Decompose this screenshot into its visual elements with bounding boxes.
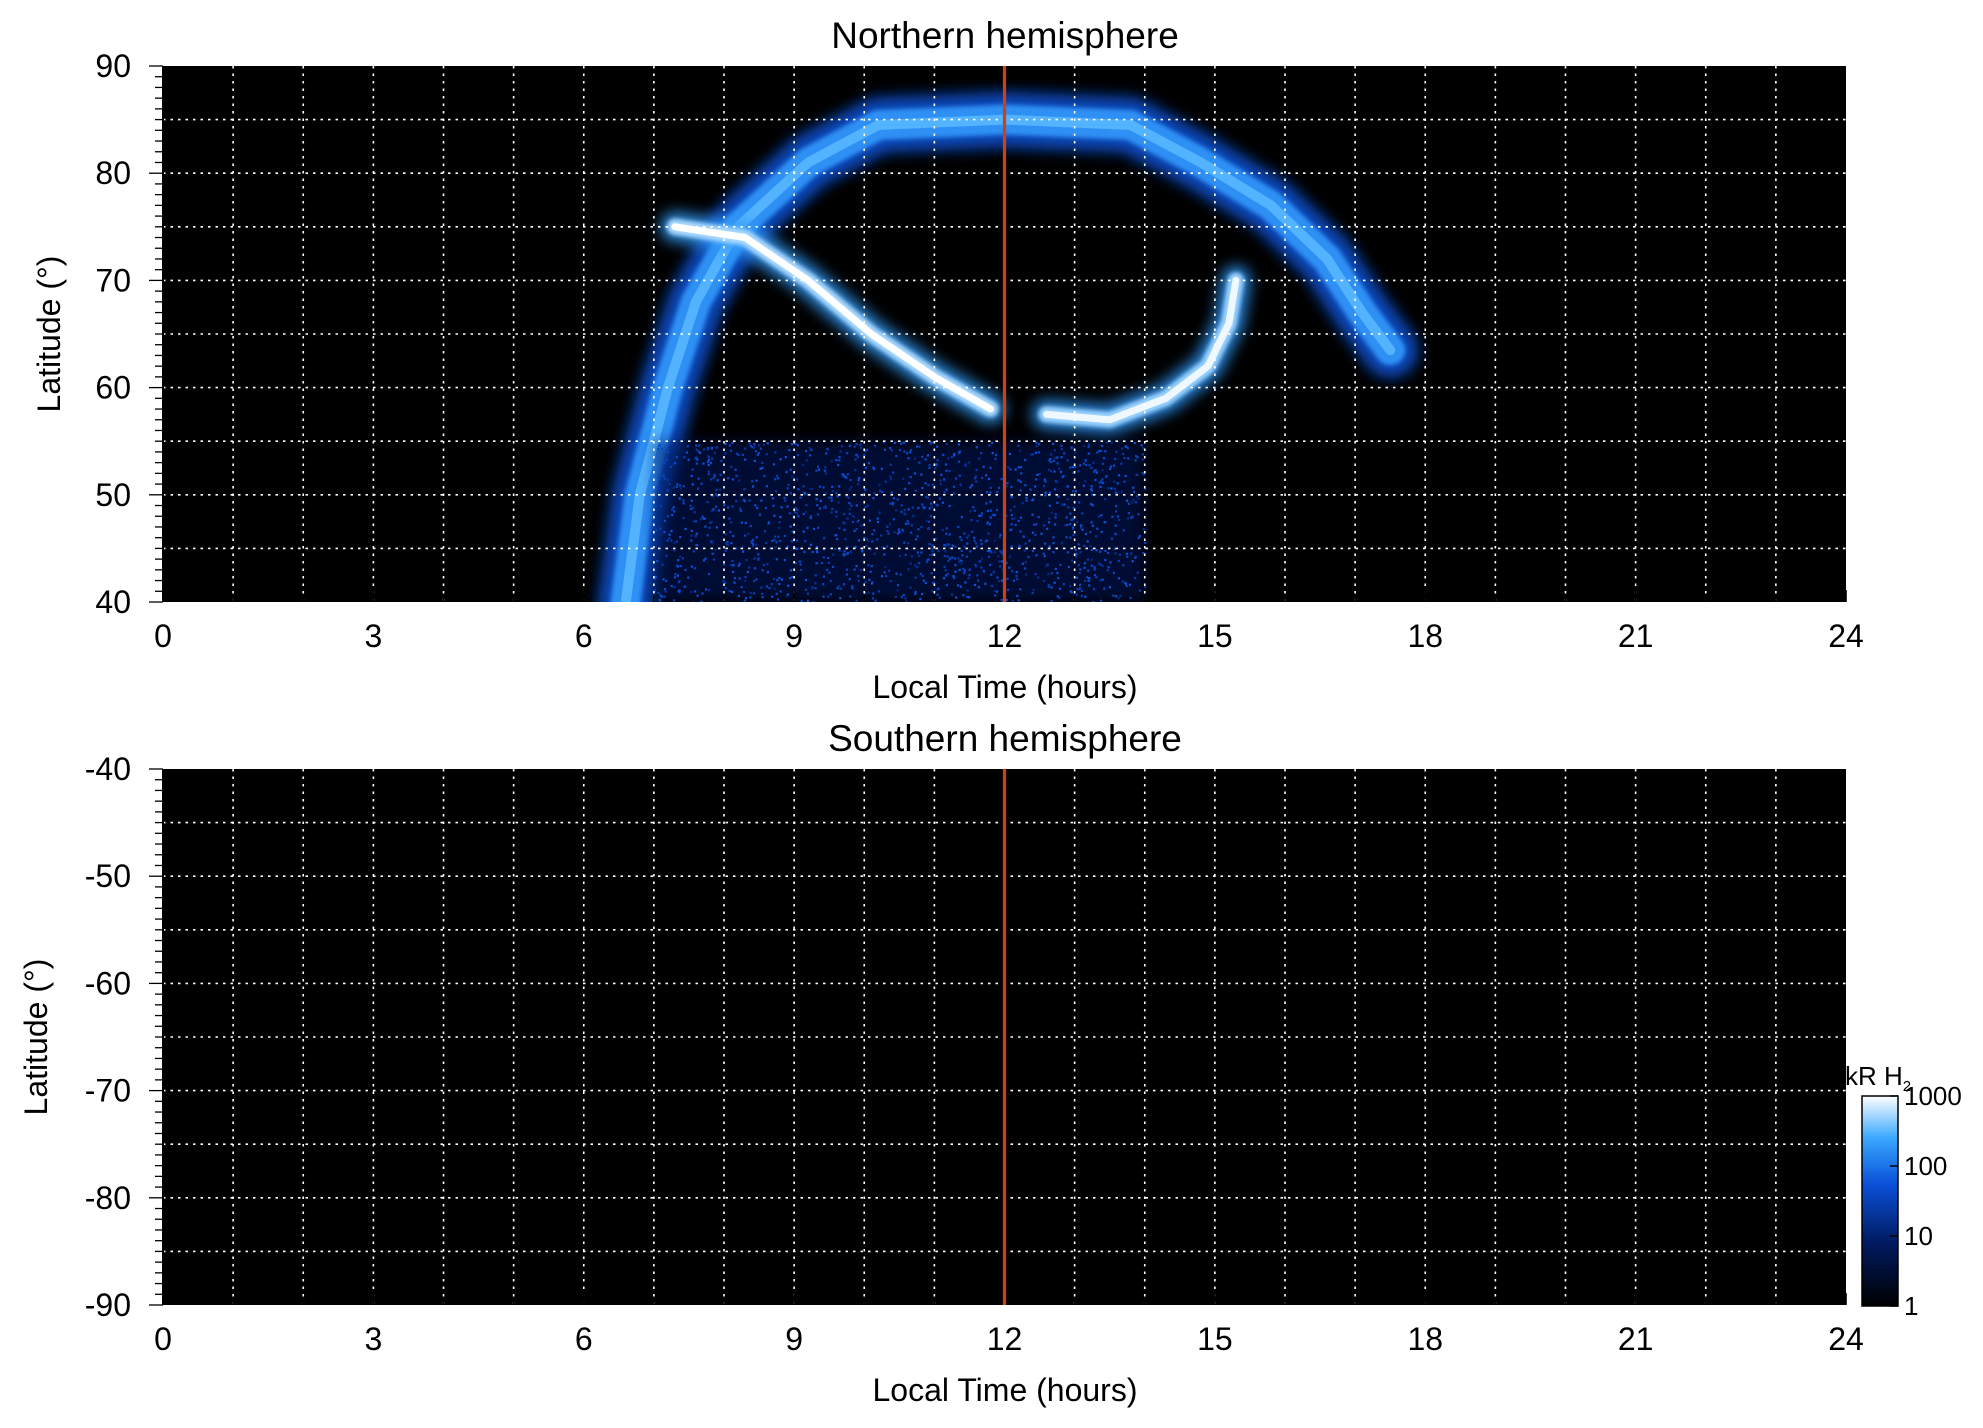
x-tick-label: 21 [1618,1321,1654,1357]
y-tick-label: 80 [95,155,131,191]
x-tick-label: 18 [1407,618,1443,654]
emission-layer [597,91,1419,602]
colorbar-tick-label: 100 [1904,1151,1947,1181]
y-tick-label: -40 [85,751,131,787]
panel-title: Northern hemisphere [831,15,1179,56]
x-tick-label: 9 [785,1321,803,1357]
x-tick-label: 15 [1197,618,1233,654]
colorbar-tick-label: 10 [1904,1221,1933,1251]
colorbar-title: kR H2 [1845,1061,1911,1095]
y-tick-label: 40 [95,584,131,620]
x-tick-label: 24 [1828,618,1864,654]
x-tick-label: 6 [575,618,593,654]
y-axis: -40 -50 -60 -70 -80 -90 [85,751,164,1323]
y-tick-label: 90 [95,48,131,84]
emission-arc [597,91,1419,602]
y-tick-label: -50 [85,858,131,894]
x-tick-label: 0 [154,618,172,654]
y-tick-label: -70 [85,1073,131,1109]
x-tick-label: 3 [364,618,382,654]
colorbar-tick-label: 1 [1904,1291,1918,1321]
y-tick-label: -80 [85,1180,131,1216]
y-tick-label: 50 [95,477,131,513]
colorbar-tick-label: 1000 [1904,1081,1962,1111]
x-tick-label: 3 [364,1321,382,1357]
x-tick-label: 15 [1197,1321,1233,1357]
x-tick-label: 21 [1618,618,1654,654]
x-axis-label: Local Time (hours) [873,669,1138,705]
emission-arc [659,211,1006,424]
diffuse-emission [653,441,1145,602]
x-tick-label: 6 [575,1321,593,1357]
y-tick-label: 70 [95,262,131,298]
x-axis: 0 3 6 9 12 15 18 21 24 [154,1293,1864,1357]
y-axis-label: Latitude (°) [31,256,67,413]
y-axis-label: Latitude (°) [18,959,54,1116]
x-tick-label: 12 [987,1321,1023,1357]
panel-title: Southern hemisphere [828,718,1182,759]
y-axis: 40 50 60 70 80 90 [95,48,164,620]
colorbar: kR H2 1 10 100 1000 [1845,1061,1962,1321]
x-tick-label: 18 [1407,1321,1443,1357]
x-tick-label: 12 [987,618,1023,654]
southern-hemisphere-panel: Southern hemisphere 0 3 6 9 12 15 18 21 24 -40 -5… [18,718,1864,1408]
y-tick-label: 60 [95,370,131,406]
x-tick-label: 0 [154,1321,172,1357]
northern-hemisphere-panel: Northern hemisphere 0 3 6 9 12 15 18 21 24 40 50 6… [31,15,1864,705]
colorbar-ticks: 1 10 100 1000 [1890,1081,1962,1321]
x-axis: 0 3 6 9 12 15 18 21 24 [154,590,1864,654]
diffuse-emission-specks [653,441,1147,602]
emission-arc [1031,265,1251,435]
colorbar-gradient [1861,1095,1899,1307]
y-tick-label: -90 [85,1287,131,1323]
x-tick-label: 9 [785,618,803,654]
x-axis-label: Local Time (hours) [873,1372,1138,1408]
y-tick-label: -60 [85,965,131,1001]
x-tick-label: 24 [1828,1321,1864,1357]
